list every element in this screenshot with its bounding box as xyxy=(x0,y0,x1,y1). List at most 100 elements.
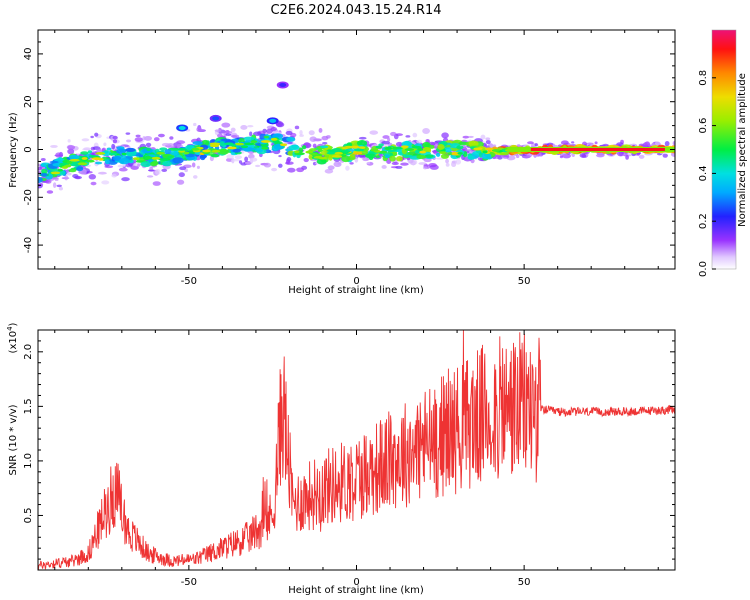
heatmap-highlight-blob xyxy=(132,157,140,161)
heatmap-halo-blob xyxy=(412,132,418,138)
heatmap-halo-blob xyxy=(515,154,520,159)
heatmap-highlight-blob xyxy=(156,151,165,155)
heatmap-halo-blob xyxy=(294,125,300,130)
heatmap-halo-blob xyxy=(321,135,329,141)
heatmap-halo-blob xyxy=(312,143,317,149)
heatmap-halo-blob xyxy=(137,163,141,167)
heatmap-highlight-blob xyxy=(370,148,379,152)
heatmap-halo-blob xyxy=(462,135,470,139)
heatmap-halo-blob xyxy=(642,142,648,149)
heatmap-halo-blob xyxy=(391,161,399,166)
heatmap-halo-blob xyxy=(145,142,152,147)
heatmap-highlight-blob xyxy=(66,161,73,164)
heatmap-highlight-blob xyxy=(375,145,383,149)
heatmap-halo-blob xyxy=(468,135,474,138)
heatmap-highlight-blob xyxy=(326,151,337,155)
heatmap-halo-blob xyxy=(382,135,390,139)
heatmap-halo-blob xyxy=(169,136,174,140)
heatmap-halo-blob xyxy=(75,176,81,179)
heatmap-halo-blob xyxy=(161,168,168,172)
xtick-label: 50 xyxy=(518,577,531,588)
heatmap-halo-blob xyxy=(534,143,538,147)
heatmap-halo-blob xyxy=(253,131,262,136)
xtick-label: -50 xyxy=(181,276,197,287)
heatmap-highlight-blob xyxy=(400,145,409,149)
heatmap-halo-blob xyxy=(58,186,63,191)
heatmap-halo-blob xyxy=(64,174,69,181)
heatmap-halo-blob xyxy=(349,162,354,165)
heatmap-halo-blob xyxy=(309,136,317,142)
figure-title: C2E6.2024.043.15.24.R14 xyxy=(270,3,441,18)
heatmap-halo-blob xyxy=(240,125,248,130)
heatmap-halo-blob xyxy=(324,168,334,174)
colorbar-tick-label: 0.6 xyxy=(698,118,709,134)
heatmap-highlight-blob xyxy=(451,151,458,155)
colorbar: 0.0 0.2 0.4 0.6 0.8 Normalized spectral ampl… xyxy=(698,29,748,277)
heatmap-core-blob xyxy=(146,147,152,152)
heatmap-core-blob xyxy=(68,168,77,173)
heatmap-core-blob xyxy=(219,141,225,147)
heatmap-halo-blob xyxy=(581,154,587,158)
heatmap-halo-blob xyxy=(278,155,282,158)
heatmap-core-blob xyxy=(151,161,159,166)
heatmap-halo-blob xyxy=(54,178,59,181)
heatmap-core-blob xyxy=(192,141,203,146)
heatmap-halo-blob xyxy=(191,162,196,168)
heatmap-core-blob xyxy=(104,159,110,165)
heatmap-highlight-blob xyxy=(81,157,88,160)
ytick-label: 40 xyxy=(23,48,34,61)
heatmap-highlight-blob xyxy=(57,168,64,172)
heatmap-halo-blob xyxy=(485,139,491,145)
heatmap-halo-blob xyxy=(672,140,675,146)
heatmap-highlight-blob xyxy=(144,156,154,160)
heatmap-halo-blob xyxy=(66,172,72,176)
heatmap-highlight-blob xyxy=(211,149,221,153)
heatmap-halo-blob xyxy=(196,127,202,132)
heatmap-halo-blob xyxy=(455,159,462,165)
heatmap-halo-blob xyxy=(40,157,46,162)
heatmap-core-blob xyxy=(94,161,103,165)
heatmap-halo-blob xyxy=(433,146,438,149)
heatmap-core-blob xyxy=(422,141,431,149)
heatmap-core-blob xyxy=(319,151,330,156)
heatmap-core-blob xyxy=(384,154,390,159)
heatmap-halo-blob xyxy=(333,161,342,168)
heatmap-core-blob xyxy=(87,150,93,154)
heatmap-halo-blob xyxy=(249,157,258,162)
heatmap-core-blob xyxy=(402,154,413,158)
xtick-label: 50 xyxy=(518,276,531,287)
ytick-label: 2.0 xyxy=(23,344,34,360)
heatmap-core-blob xyxy=(164,149,172,155)
heatmap-highlight-blob xyxy=(385,146,393,150)
heatmap-highlight-blob xyxy=(404,148,415,151)
heatmap-feature xyxy=(269,118,277,123)
heatmap-halo-blob xyxy=(249,131,253,137)
heatmap-halo-blob xyxy=(50,144,58,148)
heatmap-highlight-blob xyxy=(353,148,365,152)
heatmap-core-blob xyxy=(467,155,475,160)
heatmap-halo-blob xyxy=(362,157,370,162)
heatmap-highlight-blob xyxy=(491,149,501,152)
heatmap-core-blob xyxy=(40,172,48,177)
heatmap-halo-blob xyxy=(387,137,391,142)
heatmap-halo-blob xyxy=(134,137,144,142)
heatmap-halo-blob xyxy=(318,127,323,133)
heatmap-halo-blob xyxy=(435,157,444,160)
heatmap-halo-blob xyxy=(103,142,107,147)
spectrogram-xlabel: Height of straight line (km) xyxy=(288,285,424,296)
heatmap-highlight-blob xyxy=(482,150,488,154)
heatmap-halo-blob xyxy=(154,169,161,175)
colorbar-tick-label: 0.4 xyxy=(698,165,709,181)
heatmap-halo-blob xyxy=(38,183,43,189)
heatmap-halo-blob xyxy=(422,128,430,134)
heatmap-halo-blob xyxy=(234,155,242,160)
heatmap-core-blob xyxy=(435,152,441,157)
heatmap-core-blob xyxy=(49,160,59,164)
heatmap-halo-blob xyxy=(90,135,94,139)
heatmap-halo-blob xyxy=(654,141,661,146)
heatmap-halo-blob xyxy=(395,165,403,169)
ytick-label: 1.0 xyxy=(23,453,34,469)
heatmap-halo-blob xyxy=(152,181,161,186)
snr-scale-prefix: (x10 xyxy=(8,331,19,354)
